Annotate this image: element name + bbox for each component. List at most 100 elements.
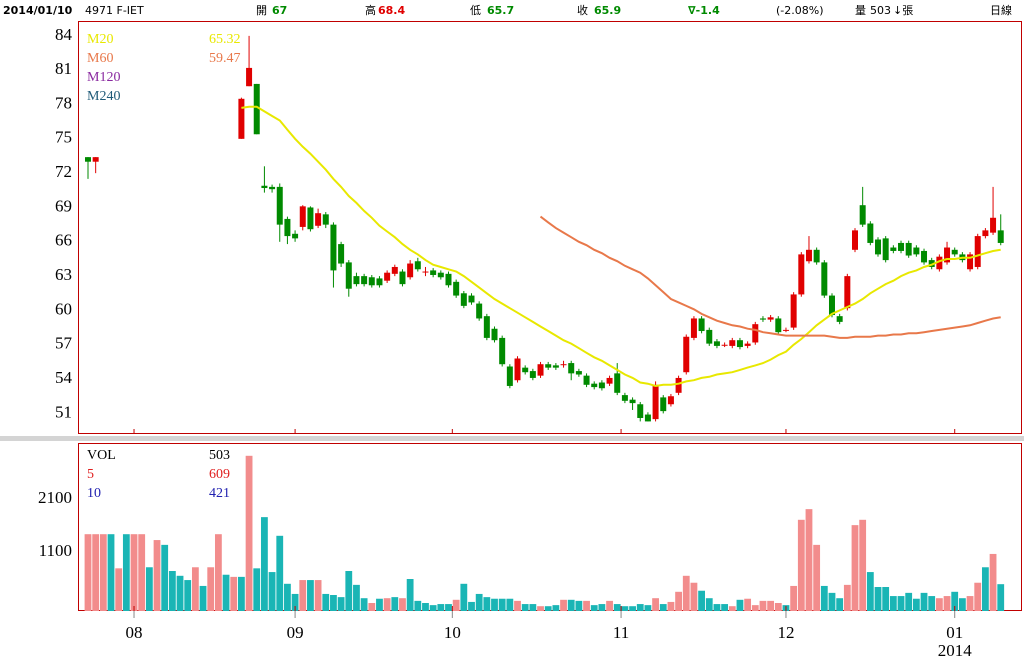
candle-body: [813, 249, 820, 263]
volume-bar: [744, 598, 752, 611]
change: ∇-1.4: [688, 4, 720, 17]
volume-bar: [667, 601, 675, 611]
x-tick-label: 09: [287, 623, 304, 642]
candle-body: [882, 238, 889, 261]
candle-body: [782, 329, 789, 331]
legend-name: M20: [87, 32, 113, 47]
y-tick-label: 54: [55, 368, 73, 387]
period: 日線: [990, 3, 1012, 17]
candle-body: [422, 271, 429, 273]
volume-bar: [345, 571, 353, 611]
moving-average-line: [241, 105, 1001, 388]
candle-body: [859, 205, 866, 225]
volume-bar: [92, 534, 100, 611]
candle-body: [721, 344, 728, 346]
volume-bar: [491, 598, 498, 611]
volume-value: 503: [870, 4, 891, 17]
volume-bar: [652, 598, 659, 611]
volume-bar: [698, 590, 705, 611]
volume-bar: [376, 598, 383, 611]
candle-body: [621, 395, 628, 401]
candle-body: [307, 207, 314, 230]
volume-bar: [391, 597, 399, 611]
y-tick-label: 1100: [39, 541, 72, 560]
x-tick-label: 01: [946, 623, 963, 642]
candle-body: [545, 364, 552, 368]
legend-name: 5: [87, 467, 94, 482]
candle-body: [982, 230, 989, 237]
volume-bar: [560, 599, 567, 611]
candle-body: [368, 277, 375, 286]
candle-body: [345, 262, 352, 289]
legend-value: 503: [209, 448, 230, 463]
volume-bar: [253, 568, 261, 611]
candle-body: [660, 397, 667, 412]
candle-body: [951, 249, 958, 255]
volume-bar: [874, 587, 882, 611]
volume-bar: [935, 598, 943, 611]
volume-bar: [851, 525, 859, 611]
candle-body: [583, 375, 590, 385]
high-label: 高: [365, 3, 376, 17]
legend-name: 10: [87, 486, 101, 501]
candle-body: [928, 260, 935, 267]
volume-bar: [138, 534, 146, 611]
candle-body: [683, 336, 690, 373]
volume-bar: [928, 596, 936, 611]
date: 2014/01/10: [3, 4, 73, 17]
volume-bar: [353, 584, 360, 611]
volume-bar: [866, 572, 874, 611]
symbol: 4971 F-IET: [85, 4, 144, 17]
legend-value: 609: [209, 467, 230, 482]
volume-bar: [966, 596, 974, 611]
x-tick-label: 11: [613, 623, 629, 642]
volume-bar: [974, 582, 982, 611]
price-plot: [85, 35, 1004, 422]
candle-body: [414, 261, 421, 270]
volume-bar: [629, 606, 636, 611]
candle-body: [967, 254, 974, 270]
volume-bar: [230, 576, 238, 611]
volume-bar: [859, 519, 867, 611]
volume-bar: [981, 567, 989, 611]
candle-body: [690, 318, 697, 338]
open-label: 開: [256, 4, 267, 17]
candle-body: [376, 278, 383, 286]
candle-body: [598, 382, 605, 389]
legend-value: 421: [209, 486, 230, 501]
candle-body: [752, 324, 759, 343]
volume-unit: ↓張: [893, 4, 913, 17]
candle-body: [299, 206, 306, 227]
volume-bar: [475, 593, 483, 611]
volume-bar: [912, 598, 920, 611]
candle-body: [330, 224, 337, 271]
volume-bar: [552, 605, 560, 611]
volume-bar: [820, 585, 828, 611]
candle-body: [736, 340, 743, 348]
candle-body: [85, 157, 91, 162]
candle-body: [560, 364, 567, 366]
y-tick-label: 75: [55, 128, 72, 147]
volume-bar: [897, 596, 905, 611]
close-label: 收: [577, 3, 588, 17]
volume-bar: [307, 580, 314, 611]
volume-bar: [567, 599, 575, 611]
candle-body: [292, 233, 299, 239]
panel-separator: [0, 436, 1024, 441]
volume-bar: [268, 572, 276, 611]
candle-body: [430, 270, 437, 275]
candle-body: [269, 186, 276, 190]
y-tick-label: 57: [55, 334, 73, 353]
candle-body: [652, 384, 659, 420]
y-tick-label: 84: [55, 25, 73, 44]
volume-bar: [399, 598, 406, 611]
candle-body: [575, 371, 582, 375]
volume-bar: [705, 598, 713, 611]
volume-bar: [184, 580, 192, 611]
low-label: 低: [470, 4, 481, 17]
volume-bar: [882, 587, 890, 611]
candle-body: [767, 317, 774, 320]
y-tick-label: 2100: [38, 488, 72, 507]
volume-bar: [514, 600, 521, 611]
volume-bar: [130, 534, 138, 611]
